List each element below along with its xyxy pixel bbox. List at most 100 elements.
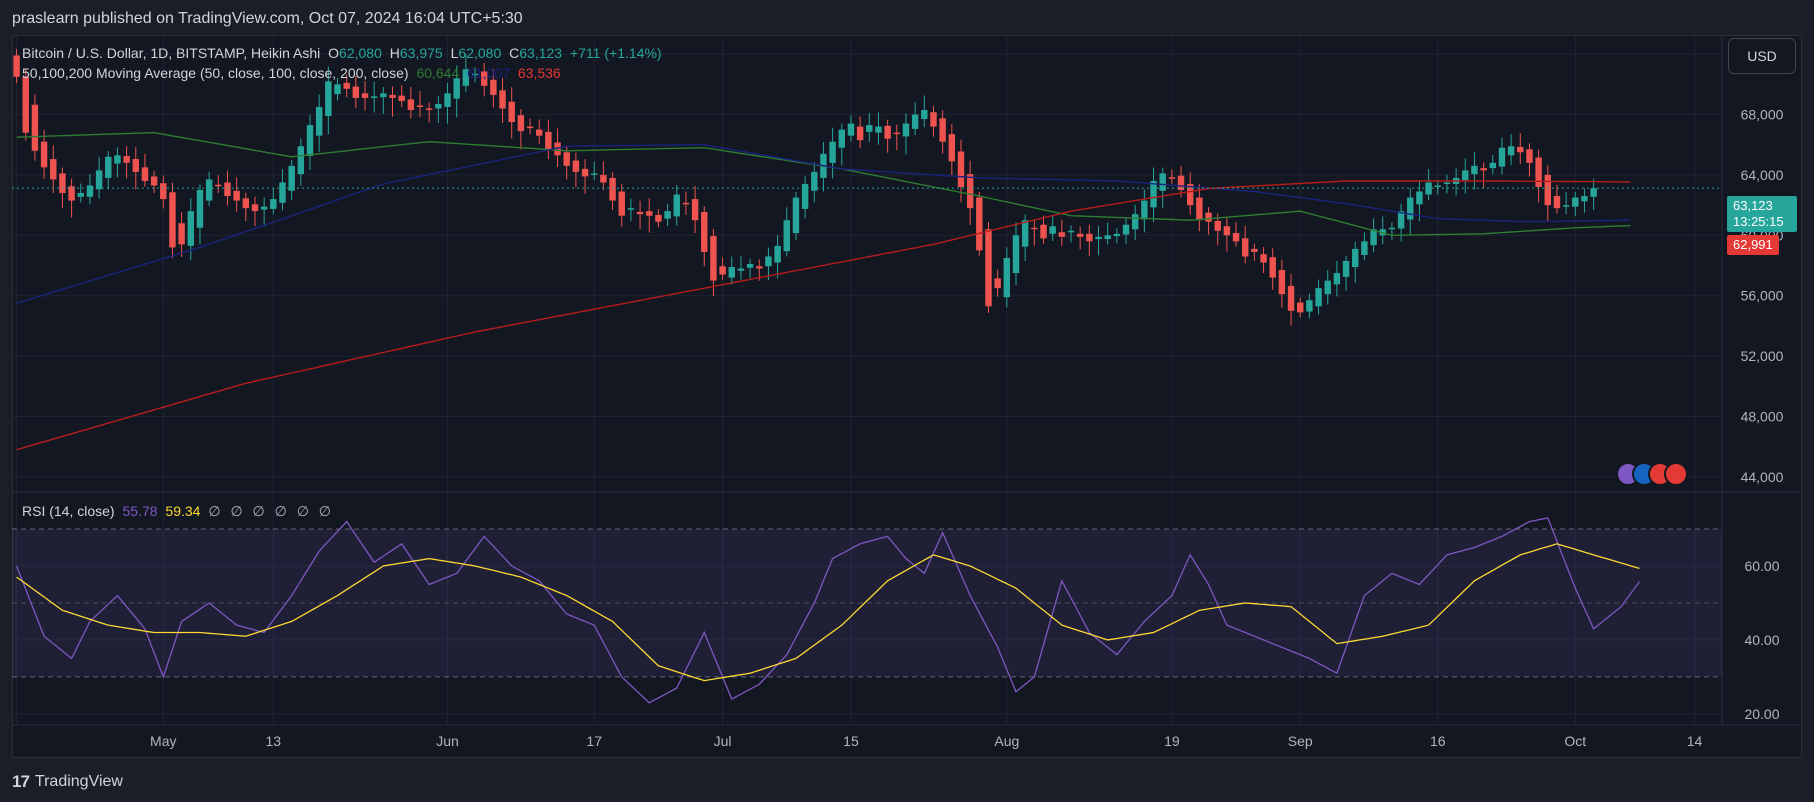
tradingview-brand[interactable]: TradingView — [34, 773, 123, 790]
candle-body — [1076, 233, 1084, 237]
symbol-label[interactable]: Bitcoin / U.S. Dollar, 1D, BITSTAMP, Hei… — [22, 45, 321, 61]
candle-body — [123, 156, 130, 163]
candle-body — [902, 123, 910, 137]
candle-body — [297, 146, 305, 175]
candle-body — [682, 202, 690, 205]
candle-body — [1590, 188, 1597, 197]
price-tick-label: 64,000 — [1741, 167, 1784, 183]
candle-body — [59, 173, 66, 194]
time-tick-label: 15 — [843, 733, 859, 749]
candle-body — [948, 134, 956, 162]
price-tick-label: 52,000 — [1741, 348, 1784, 364]
candle-body — [1113, 233, 1121, 237]
ma-legend[interactable]: 50,100,200 Moving Average (50, close, 10… — [22, 65, 565, 81]
candle-body — [581, 168, 589, 177]
candle-body — [270, 199, 277, 209]
candle-body — [352, 86, 360, 98]
candle-body — [1186, 183, 1194, 206]
candle-body — [600, 174, 607, 183]
candle-body — [572, 160, 580, 172]
candle-body — [884, 125, 891, 139]
time-tick-label: Jun — [436, 733, 459, 749]
candle-body — [811, 171, 818, 191]
candle-body — [1031, 227, 1038, 230]
candle-body — [1498, 147, 1506, 167]
candle-body — [655, 214, 662, 222]
candle-body — [1581, 196, 1588, 202]
time-tick-label: 14 — [1687, 733, 1703, 749]
symbol-legend[interactable]: Bitcoin / U.S. Dollar, 1D, BITSTAMP, Hei… — [22, 45, 666, 61]
candle-body — [1122, 224, 1130, 235]
candle-body — [646, 211, 653, 216]
candle-body — [86, 185, 94, 197]
candle-body — [105, 156, 112, 178]
candle-body — [306, 125, 314, 157]
low-value: 62,080 — [458, 45, 502, 61]
candle-body — [1407, 197, 1414, 220]
bar-countdown: 13:25:15 — [1733, 214, 1784, 229]
candle-body — [490, 79, 497, 95]
candle-body — [77, 193, 84, 197]
candle-body — [1232, 233, 1240, 242]
event-flags[interactable] — [1616, 462, 1688, 486]
candle-body — [1526, 149, 1533, 163]
rsi-legend[interactable]: RSI (14, close) 55.78 59.34 ∅ ∅ ∅ ∅ ∅ ∅ — [22, 503, 338, 520]
price-tick-label: 56,000 — [1741, 288, 1784, 304]
ma100-value: 61,007 — [467, 65, 510, 81]
time-tick-label: 17 — [586, 733, 602, 749]
candle-body — [756, 266, 763, 269]
candle-body — [224, 182, 231, 197]
candle-body — [1342, 260, 1350, 277]
candle-body — [398, 95, 405, 101]
candle-body — [636, 211, 644, 215]
time-tick-label: 13 — [266, 733, 282, 749]
candle-body — [480, 71, 488, 86]
candle-body — [774, 245, 781, 263]
candle-body — [1507, 146, 1515, 156]
candle-body — [1269, 257, 1276, 278]
footer[interactable]: 17 TradingView — [12, 772, 123, 792]
candle-body — [627, 208, 635, 210]
candle-body — [31, 104, 39, 151]
candle-body — [462, 69, 470, 86]
candle-body — [1260, 254, 1267, 263]
candle-body — [1196, 197, 1203, 221]
price-tick-label: 68,000 — [1741, 107, 1784, 123]
time-tick-label: Jul — [714, 733, 732, 749]
candle-body — [957, 151, 965, 187]
currency-button[interactable]: USD — [1728, 38, 1796, 74]
candle-body — [1416, 191, 1423, 205]
candle-body — [1480, 168, 1487, 171]
candle-body — [1397, 211, 1405, 229]
us-flag-icon[interactable] — [1664, 462, 1688, 486]
candle-body — [701, 211, 708, 252]
current-price-tag: 63,123 13:25:15 — [1727, 196, 1797, 232]
candle-body — [1333, 273, 1341, 285]
candle-body — [591, 173, 598, 175]
rsi-label[interactable]: RSI (14, close) — [22, 503, 115, 519]
rsi-tick-label: 40.00 — [1744, 632, 1779, 648]
candle-body — [343, 82, 350, 89]
candle-body — [68, 186, 75, 201]
candle-body — [435, 103, 442, 109]
low-label: L — [450, 45, 459, 61]
candle-body — [334, 84, 341, 95]
candle-body — [508, 101, 515, 123]
candle-body — [1361, 241, 1368, 255]
candle-body — [1544, 174, 1551, 206]
ma-label[interactable]: 50,100,200 Moving Average (50, close, 10… — [22, 65, 409, 81]
candle-body — [746, 264, 754, 268]
candle-body — [389, 94, 396, 98]
candle-body — [554, 142, 561, 156]
candle-body — [215, 184, 222, 187]
rsi-ma-value: 59.34 — [165, 503, 201, 519]
candle-body — [792, 197, 800, 234]
candle-body — [279, 182, 286, 203]
time-tick-label: Oct — [1564, 733, 1586, 749]
candle-body — [178, 223, 185, 245]
time-tick-label: 19 — [1164, 733, 1180, 749]
tradingview-logo[interactable]: 17 — [12, 772, 30, 791]
candle-body — [1086, 233, 1093, 242]
candle-body — [829, 141, 836, 163]
